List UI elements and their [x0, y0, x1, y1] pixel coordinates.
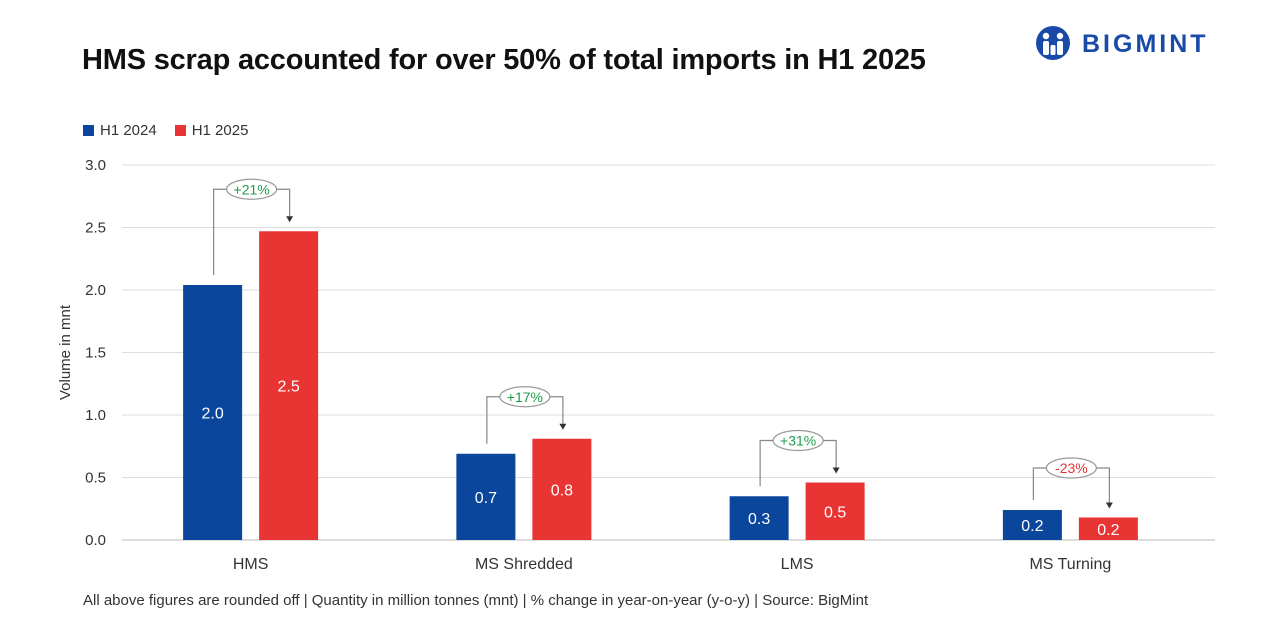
change-pill: [226, 178, 278, 200]
change-arrowhead: [1105, 502, 1113, 509]
change-label: +17%: [507, 389, 543, 405]
bar-value-label: 0.5: [824, 504, 846, 521]
x-tick-label: MS Shredded: [475, 556, 573, 573]
change-arrowhead: [832, 467, 840, 474]
bar-value-label: 2.0: [202, 406, 224, 423]
change-pill: [499, 386, 551, 408]
y-tick-label: 0.0: [85, 532, 106, 549]
chart-footnote: All above figures are rounded off | Quan…: [83, 592, 869, 609]
change-pill: [772, 429, 824, 452]
x-tick-label: HMS: [233, 556, 269, 573]
change-label: +21%: [234, 181, 270, 197]
bar-value-label: 0.8: [551, 482, 573, 499]
y-tick-label: 3.0: [85, 157, 106, 174]
change-label: +31%: [780, 433, 816, 449]
y-axis-label: Volume in mnt: [57, 304, 74, 400]
bar-h1-2024: [183, 285, 243, 540]
x-tick-label: MS Turning: [1029, 556, 1111, 573]
change-label: -23%: [1055, 460, 1088, 476]
chart-legend: H1 2024 H1 2025: [83, 122, 248, 139]
change-arrowhead: [559, 423, 567, 430]
y-tick-label: 2.5: [85, 220, 106, 237]
bar-h1-2024: [1002, 510, 1062, 540]
chart-title: HMS scrap accounted for over 50% of tota…: [82, 44, 926, 76]
y-tick-label: 0.5: [85, 470, 106, 487]
bar-value-label: 0.3: [748, 511, 770, 528]
bar-h1-2025: [805, 482, 865, 540]
legend-swatch-h1-2024: [83, 125, 94, 136]
legend-label-h1-2025: H1 2025: [191, 122, 249, 139]
bar-value-label: 0.2: [1021, 518, 1043, 535]
brand-name: BIGMINT: [1082, 30, 1209, 58]
bar-h1-2025: [532, 438, 592, 540]
bar-value-label: 0.2: [1097, 522, 1119, 539]
bigmint-logo: BIGMINT: [1034, 24, 1234, 64]
legend-item-h1-2025: H1 2025: [174, 122, 249, 139]
y-tick-label: 1.5: [85, 345, 106, 362]
y-tick-label: 2.0: [85, 282, 106, 299]
legend-label-h1-2024: H1 2024: [100, 122, 157, 139]
bar-h1-2025: [259, 231, 319, 540]
bar-value-label: 0.7: [475, 490, 497, 507]
bigmint-logo-icon: [1036, 26, 1070, 60]
x-tick-label: LMS: [781, 556, 814, 573]
bar-value-label: 2.5: [278, 379, 300, 396]
bar-h1-2024: [456, 453, 516, 540]
bar-h1-2024: [729, 496, 789, 540]
change-arrowhead: [286, 216, 294, 223]
legend-swatch-h1-2025: [174, 125, 186, 136]
bar-h1-2025: [1078, 517, 1138, 540]
y-tick-label: 1.0: [85, 407, 106, 424]
change-pill: [1045, 457, 1097, 479]
legend-item-h1-2024: H1 2024: [83, 122, 157, 139]
